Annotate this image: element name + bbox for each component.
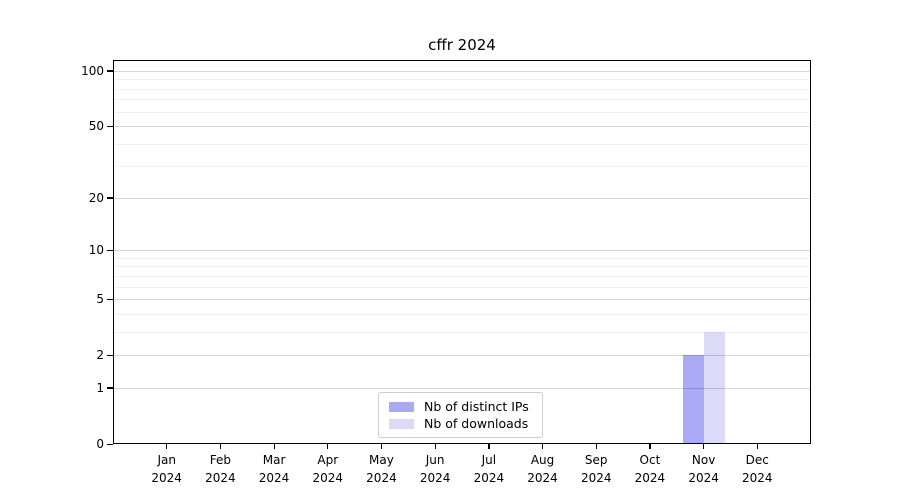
- x-tick: [703, 444, 705, 449]
- chart-title: cffr 2024: [428, 36, 496, 54]
- y-tick: [107, 249, 113, 251]
- legend-swatch-nb-of-distinct-ips: [389, 401, 414, 412]
- x-tick: [219, 444, 222, 449]
- x-tick: [756, 444, 758, 449]
- gridline-major: [113, 355, 811, 357]
- y-tick-label: 2: [96, 348, 104, 363]
- x-tick-label: Dec 2024: [742, 453, 773, 485]
- x-tick-label: Feb 2024: [205, 453, 236, 485]
- x-tick-label: Nov 2024: [688, 453, 719, 485]
- gridline-minor: [113, 275, 811, 277]
- x-tick: [434, 444, 436, 449]
- gridline-minor: [113, 99, 811, 101]
- x-tick: [488, 444, 490, 449]
- gridline-minor: [113, 143, 811, 145]
- x-tick: [273, 444, 275, 449]
- bar-nb-of-downloads: [703, 331, 725, 443]
- gridline-major: [113, 250, 811, 252]
- x-tick-label: Sep 2024: [580, 453, 612, 485]
- legend-swatch-nb-of-downloads: [389, 418, 414, 429]
- y-tick: [107, 354, 113, 356]
- gridline-minor: [113, 313, 811, 315]
- gridline-major: [113, 197, 811, 199]
- bar-nb-of-distinct-ips: [682, 355, 704, 443]
- gridline-major: [113, 126, 811, 128]
- gridline-minor: [113, 266, 811, 268]
- y-tick: [107, 125, 113, 127]
- y-tick-label: 50: [88, 119, 104, 134]
- gridline-minor: [113, 79, 811, 81]
- y-tick: [107, 70, 113, 72]
- gridline-minor: [113, 257, 811, 259]
- x-tick-label: Mar 2024: [258, 453, 290, 485]
- legend: Nb of distinct IPs Nb of downloads: [378, 392, 543, 438]
- y-tick-label: 20: [88, 190, 104, 205]
- x-tick: [327, 444, 329, 449]
- y-tick-label: 5: [96, 292, 104, 307]
- x-tick-label: Jan 2024: [151, 453, 182, 485]
- y-tick: [107, 387, 113, 389]
- gridline-minor: [113, 111, 811, 113]
- y-tick: [107, 443, 113, 445]
- plot-area: [113, 60, 811, 444]
- gridline-minor: [113, 331, 811, 333]
- x-tick: [595, 444, 597, 449]
- y-tick-label: 1: [96, 380, 104, 395]
- y-tick-label: 100: [81, 63, 104, 78]
- gridline-minor: [113, 166, 811, 168]
- x-tick: [166, 444, 168, 449]
- y-tick-label: 10: [88, 243, 104, 258]
- gridline-major: [113, 70, 811, 72]
- gridline-minor: [113, 88, 811, 90]
- legend-label: Nb of distinct IPs: [424, 399, 529, 414]
- gridline-minor: [113, 286, 811, 288]
- x-tick-label: Jul 2024: [473, 453, 505, 485]
- x-tick-label: Aug 2024: [527, 453, 558, 485]
- gridline-major: [113, 387, 811, 389]
- legend-label: Nb of downloads: [424, 416, 529, 431]
- x-tick-label: Oct 2024: [634, 453, 666, 485]
- x-tick: [542, 444, 544, 449]
- gridline-major: [113, 299, 811, 301]
- x-tick: [649, 444, 651, 449]
- y-tick: [107, 197, 113, 199]
- y-tick: [107, 298, 113, 300]
- legend-item: Nb of downloads: [389, 415, 532, 432]
- x-tick-label: Jun 2024: [419, 453, 451, 485]
- x-tick: [380, 444, 383, 449]
- x-tick-label: Apr 2024: [312, 453, 344, 485]
- x-tick-label: May 2024: [366, 453, 397, 485]
- y-tick-label: 0: [96, 437, 104, 451]
- legend-item: Nb of distinct IPs: [389, 398, 532, 415]
